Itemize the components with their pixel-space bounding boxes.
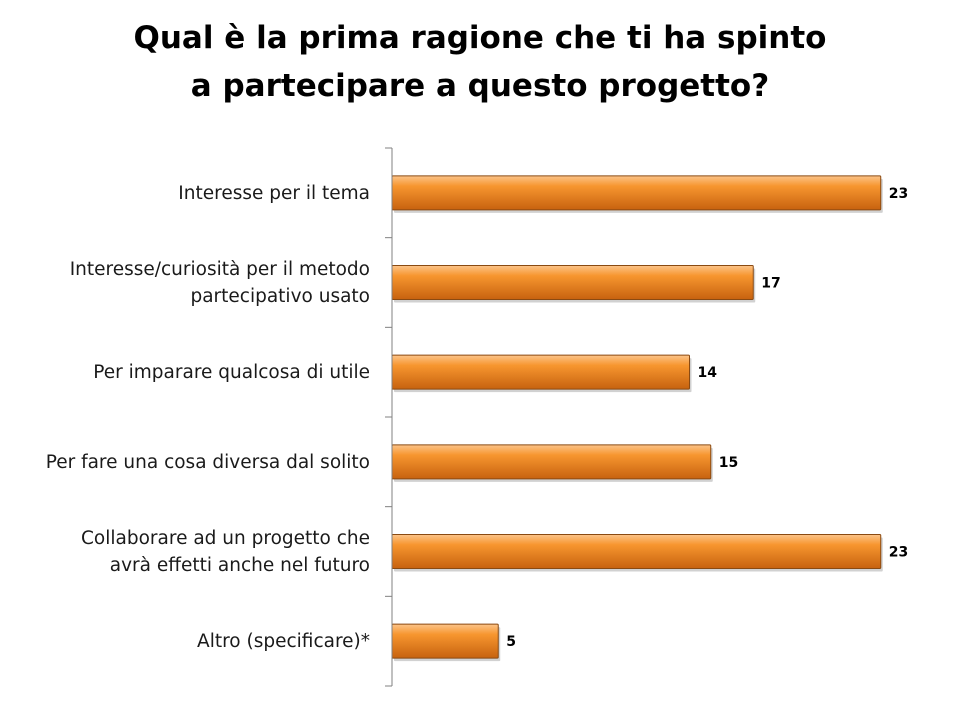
category-label-2-line-1: Interesse/curiosità per il metodo (70, 259, 370, 280)
data-label-4: 15 (719, 455, 738, 471)
bar-6 (391, 623, 499, 659)
category-label-5-line-1: Collaborare ad un progetto che (81, 528, 370, 549)
bar-1 (391, 175, 882, 211)
bar-2 (391, 265, 754, 300)
data-label-3: 14 (698, 365, 718, 381)
data-label-1: 23 (889, 186, 908, 202)
data-label-5: 23 (889, 545, 908, 561)
category-label-5-line-2: avrà effetti anche nel futuro (110, 555, 370, 576)
category-label-6-line-1: Altro (specificare)* (197, 631, 370, 652)
category-label-2-line-2: partecipativo usato (190, 286, 370, 307)
chart-title: Qual è la prima ragione che ti ha spinto… (0, 14, 960, 110)
category-label-4-line-1: Per fare una cosa diversa dal solito (46, 452, 370, 473)
value-axis (385, 147, 393, 687)
data-label-6: 5 (506, 634, 516, 650)
bars-layer: 23 Interesse per il tema 17 Interesse/curio… (46, 175, 908, 662)
data-label-2: 17 (761, 276, 780, 292)
category-label-3-line-1: Per imparare qualcosa di utile (93, 362, 370, 383)
bar-4 (391, 444, 712, 480)
chart-title-line-1: Qual è la prima ragione che ti ha spinto (133, 20, 827, 56)
bar-5 (391, 534, 882, 569)
chart-title-line-2: a partecipare a questo progetto? (190, 68, 770, 104)
bar-3 (391, 354, 690, 390)
category-label-1-line-1: Interesse per il tema (178, 183, 370, 204)
